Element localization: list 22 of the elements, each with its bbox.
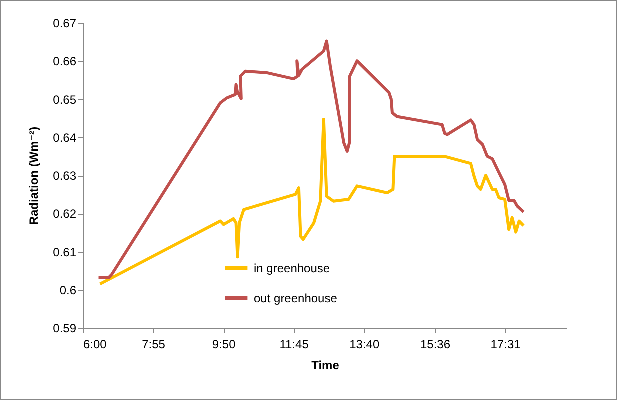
y-tick-label: 0.59 [53, 322, 77, 336]
x-tick-label: 15:36 [420, 338, 451, 352]
y-tick-label: 0.6 [60, 283, 77, 298]
x-tick-label: 7:55 [142, 338, 166, 352]
legend-label: out greenhouse [254, 292, 338, 306]
y-tick-label: 0.61 [53, 245, 77, 260]
x-tick-label: 13:40 [350, 338, 380, 352]
x-axis-title: Time [312, 358, 340, 372]
x-tick-label: 17:31 [490, 338, 522, 352]
y-tick-label: 0.63 [53, 169, 77, 183]
y-tick-label: 0.66 [53, 54, 77, 69]
y-axis-title: Radiation (Wm⁻²) [27, 126, 42, 226]
line-series [98, 118, 526, 286]
y-tick-label: 0.62 [53, 207, 77, 222]
y-tick-label: 0.67 [53, 16, 77, 30]
line-series [97, 40, 526, 280]
x-tick-label: 9:50 [212, 338, 236, 352]
x-tick-label: 6:00 [84, 338, 108, 352]
legend-label: in greenhouse [254, 262, 330, 276]
y-tick-label: 0.65 [53, 92, 77, 107]
x-tick-label: 11:45 [280, 338, 310, 352]
y-tick-label: 0.64 [53, 130, 77, 145]
